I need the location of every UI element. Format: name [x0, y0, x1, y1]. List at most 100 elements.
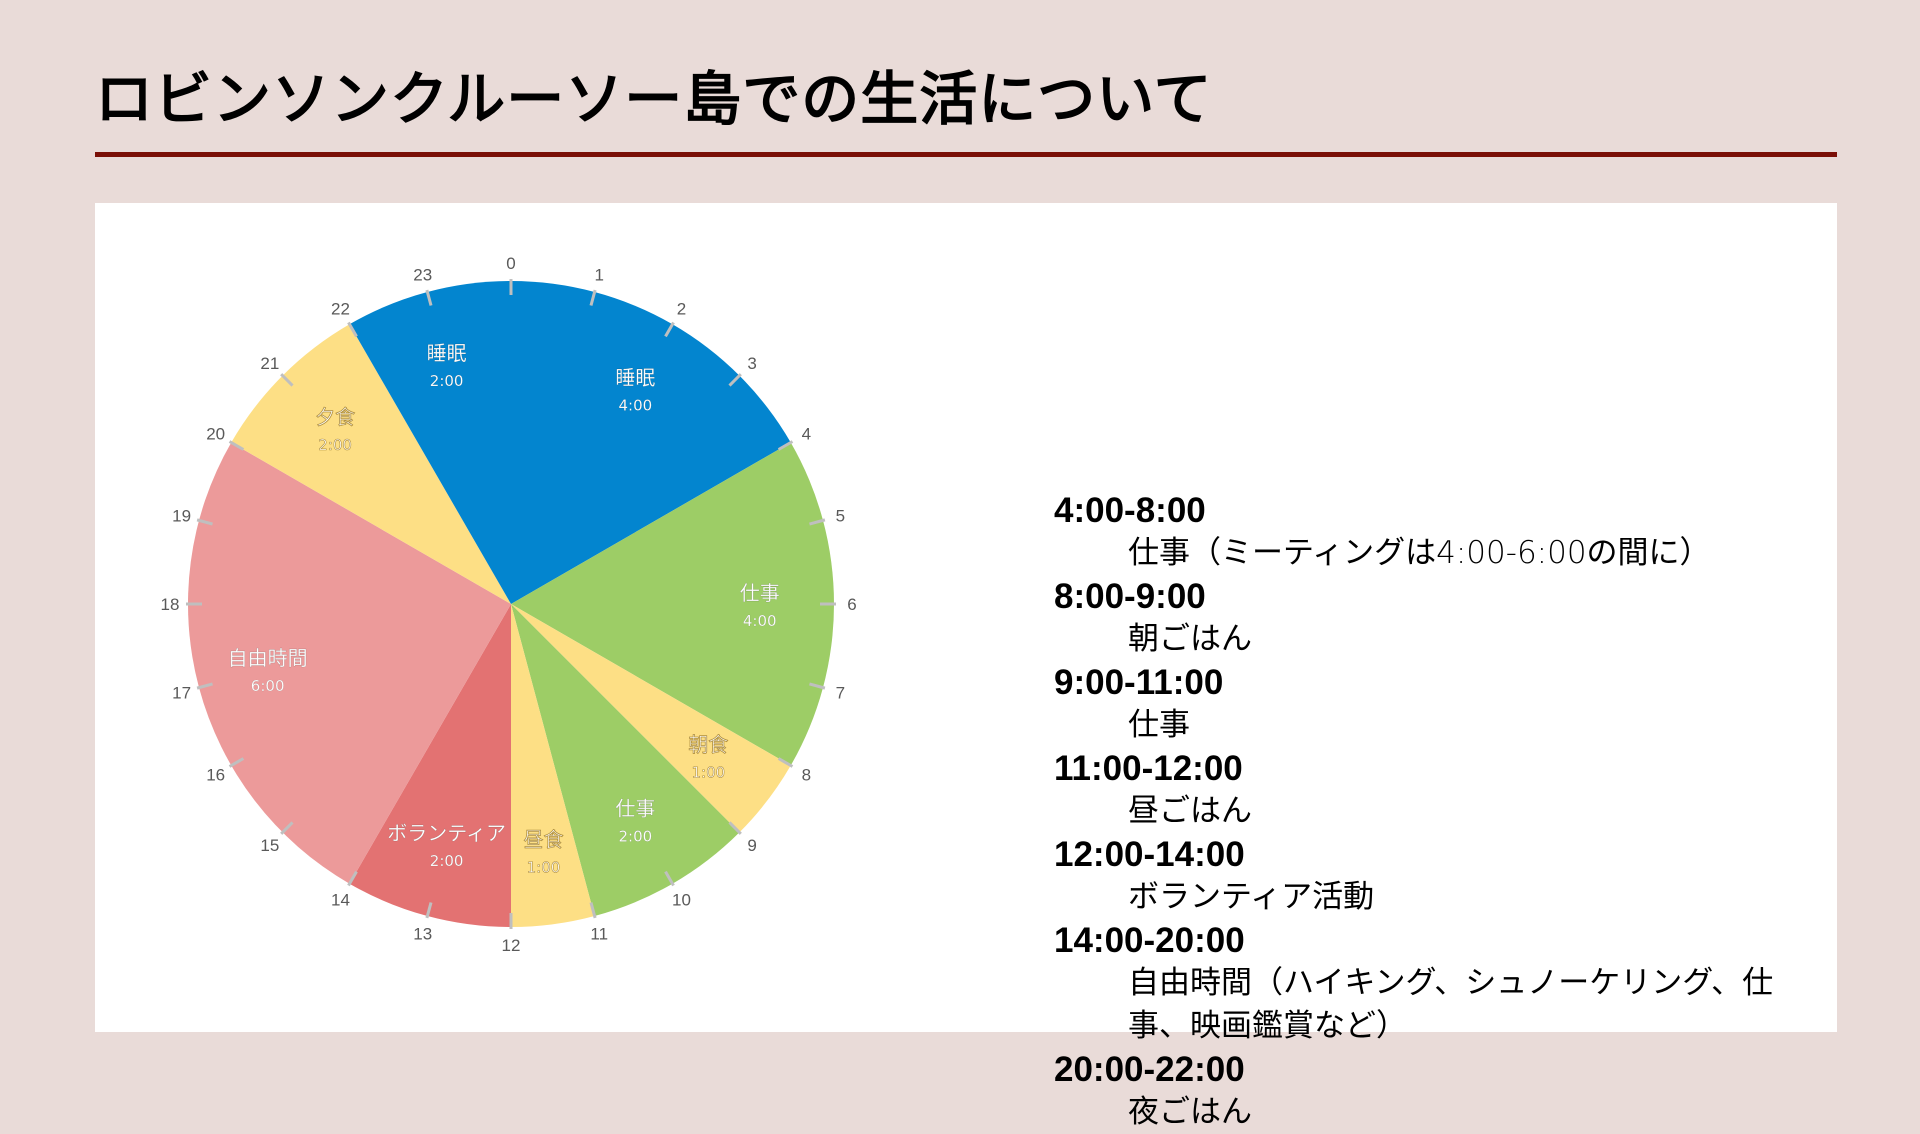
page-title: ロビンソンクルーソー島での生活について: [95, 65, 1213, 133]
schedule-description: 仕事（ミーティングは4:00-6:00の間に）: [1128, 535, 1711, 571]
hour-tick: [664, 321, 675, 338]
hour-tick: [280, 373, 294, 387]
segment-labels: 睡眠 4:00 仕事 4:00 朝食 1:00 仕事 2:00 昼食 1:00 ボランティア 2:00…: [227, 341, 780, 877]
segment-label: 仕事: [615, 796, 655, 820]
hour-label: 2: [677, 300, 686, 319]
hour-tick: [347, 321, 358, 338]
hour-label: 7: [836, 683, 845, 702]
hour-label: 0: [506, 254, 515, 273]
schedule-time: 9:00-11:00: [1054, 663, 1224, 702]
segment-label: 朝食: [688, 732, 728, 756]
schedule-item: 20:00-22:00 夜ごはん: [1054, 1048, 1814, 1134]
pie-slice: [511, 442, 834, 766]
schedule-item: 8:00-9:00 朝ごはん: [1054, 575, 1814, 661]
hour-tick: [728, 373, 742, 387]
schedule-item: 11:00-12:00 昼ごはん: [1054, 747, 1814, 833]
segment-duration: 4:00: [619, 397, 653, 415]
hour-label: 19: [172, 507, 191, 526]
schedule-time: 12:00-14:00: [1054, 835, 1245, 874]
pie-slice: [349, 604, 511, 927]
segment-duration: 2:00: [430, 852, 464, 870]
hour-label: 20: [206, 425, 225, 444]
schedule-description: 仕事: [1128, 707, 1190, 743]
segment-label: ボランティア: [387, 821, 506, 845]
hour-label: 3: [747, 354, 756, 373]
hour-tick: [196, 518, 213, 526]
hour-label: 4: [802, 425, 811, 444]
hour-tick: [589, 902, 597, 919]
segment-duration: 2:00: [318, 436, 352, 454]
schedule-description: 夜ごはん: [1128, 1094, 1252, 1130]
hour-label: 15: [260, 836, 279, 855]
hour-label: 5: [836, 507, 845, 526]
hour-label: 18: [161, 595, 180, 614]
hour-tick: [664, 870, 675, 887]
hour-label: 23: [413, 266, 432, 285]
hour-tick: [777, 440, 794, 451]
hour-label: 9: [747, 836, 756, 855]
schedule-time: 11:00-12:00: [1054, 749, 1243, 788]
segment-duration: 4:00: [743, 612, 777, 630]
segment-label: 仕事: [740, 581, 780, 605]
schedule-item: 4:00-8:00 仕事（ミーティングは4:00-6:00の間に）: [1054, 489, 1814, 575]
schedule-description: 朝ごはん: [1128, 621, 1252, 657]
schedule-description: 自由時間（ハイキング、シュノーケリング、仕事、映画鑑賞など）: [1128, 965, 1774, 1044]
segment-duration: 2:00: [430, 372, 464, 390]
hour-tick: [425, 289, 433, 306]
hour-label: 8: [802, 766, 811, 785]
hour-label: 14: [331, 890, 350, 909]
hour-tick: [809, 518, 826, 526]
pie-slice: [511, 604, 740, 916]
hour-tick: [347, 870, 358, 887]
hour-tick: [809, 682, 826, 690]
schedule-item: 9:00-11:00 仕事: [1054, 661, 1814, 747]
schedule-time: 4:00-8:00: [1054, 491, 1206, 530]
hour-tick: [196, 682, 213, 690]
schedule-list: 4:00-8:00 仕事（ミーティングは4:00-6:00の間に） 8:00-9:0…: [1054, 489, 1814, 1134]
schedule-time: 20:00-22:00: [1054, 1050, 1245, 1089]
hour-label: 13: [413, 924, 432, 943]
segment-label: 自由時間: [228, 646, 308, 670]
segment-duration: 2:00: [619, 827, 653, 845]
schedule-description: 昼ごはん: [1128, 793, 1252, 829]
hour-label: 11: [590, 924, 608, 943]
schedule-time: 14:00-20:00: [1054, 921, 1245, 960]
schedule-time: 8:00-9:00: [1054, 577, 1206, 616]
hour-label: 6: [847, 595, 856, 614]
hour-label: 22: [331, 300, 350, 319]
hour-tick: [280, 821, 294, 835]
pie-slice: [349, 281, 511, 604]
hour-tick: [728, 821, 742, 835]
hour-label: 21: [260, 354, 279, 373]
pie-slice: [511, 281, 791, 604]
title-divider: [95, 152, 1837, 157]
hour-label: 17: [172, 683, 191, 702]
pie-slice: [231, 324, 511, 604]
pie-slice: [188, 442, 511, 884]
pie-slices: [188, 281, 834, 927]
segment-label: 睡眠: [427, 341, 467, 365]
hour-tick: [777, 757, 794, 768]
pie-slice: [511, 604, 595, 927]
segment-duration: 6:00: [251, 677, 285, 695]
segment-duration: 1:00: [527, 859, 561, 877]
segment-label: 昼食: [523, 828, 563, 852]
schedule-description: ボランティア活動: [1128, 879, 1375, 915]
pie-slice: [511, 604, 791, 833]
hour-tick: [589, 289, 597, 306]
schedule-item: 14:00-20:00 自由時間（ハイキング、シュノーケリング、仕事、映画鑑賞など…: [1054, 919, 1814, 1048]
segment-label: 夕食: [315, 405, 355, 429]
segment-duration: 1:00: [691, 763, 725, 781]
hour-label: 1: [595, 266, 604, 285]
schedule-item: 12:00-14:00 ボランティア活動: [1054, 833, 1814, 919]
content-panel: 0 1 2 3 4 5 6 7 8 9 10 11 12 13 14 15 16 17 18 19 20 21 22 23 睡…: [95, 203, 1837, 1130]
segment-label: 睡眠: [615, 366, 655, 390]
hour-tick: [228, 440, 245, 451]
hour-label: 10: [672, 890, 691, 909]
hour-tick: [425, 902, 433, 919]
hour-label: 12: [502, 936, 521, 955]
hour-label: 16: [206, 766, 225, 785]
hour-tick: [228, 757, 245, 768]
